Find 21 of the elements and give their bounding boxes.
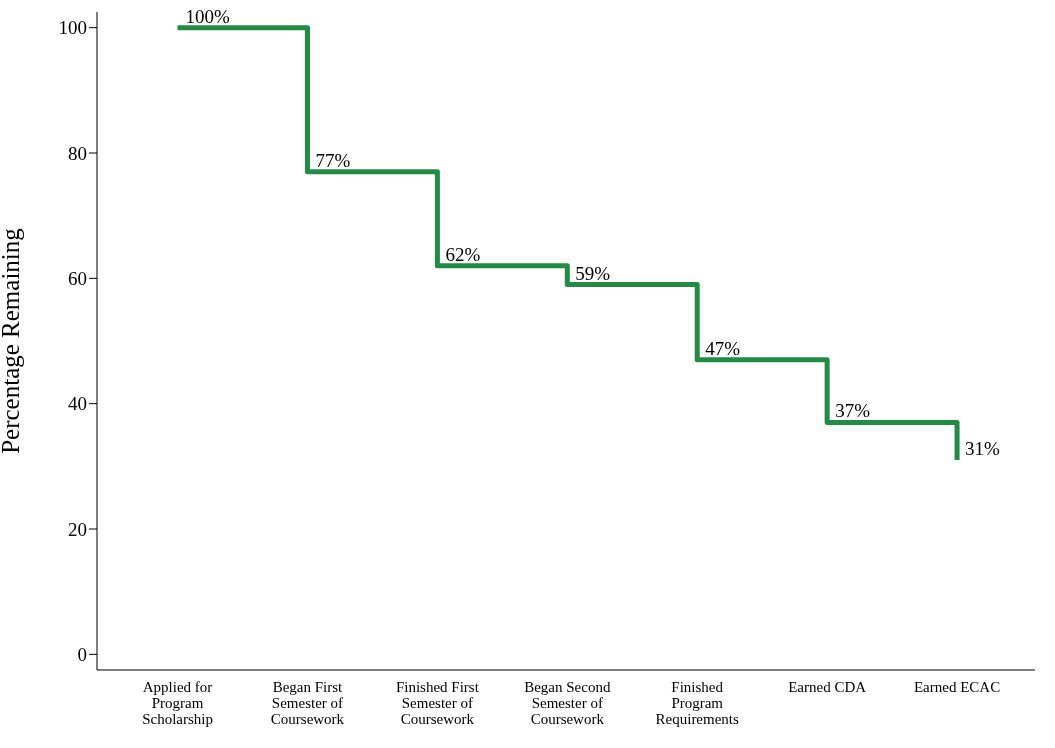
data-label: 37% bbox=[835, 400, 871, 422]
y-tick-label: 80 bbox=[68, 142, 87, 164]
y-tick-label: 60 bbox=[68, 268, 87, 290]
data-label: 47% bbox=[705, 337, 741, 359]
data-label: 31% bbox=[965, 438, 1001, 460]
y-tick-label: 20 bbox=[68, 518, 87, 540]
y-tick-label: 40 bbox=[68, 393, 87, 415]
x-tick-label: Earned ECAC bbox=[913, 679, 1001, 695]
x-tick-label: Applied for Program Scholarship bbox=[142, 679, 213, 727]
x-tick-label: Began Second Semester of Coursework bbox=[524, 679, 611, 727]
x-tick-label: Finished Program Requirements bbox=[655, 679, 740, 727]
data-label: 59% bbox=[575, 262, 611, 284]
data-label: 100% bbox=[185, 5, 231, 27]
y-axis-title: Percentage Remaining bbox=[0, 227, 24, 454]
data-label: 77% bbox=[315, 149, 351, 171]
data-label: 62% bbox=[445, 243, 481, 265]
y-tick-label: 100 bbox=[58, 17, 87, 39]
x-tick-label: Earned CDA bbox=[788, 679, 867, 695]
x-tick-label: Finished First Semester of Coursework bbox=[395, 679, 480, 727]
y-tick-label: 0 bbox=[77, 644, 87, 666]
x-tick-label: Began First Semester of Coursework bbox=[270, 679, 345, 727]
